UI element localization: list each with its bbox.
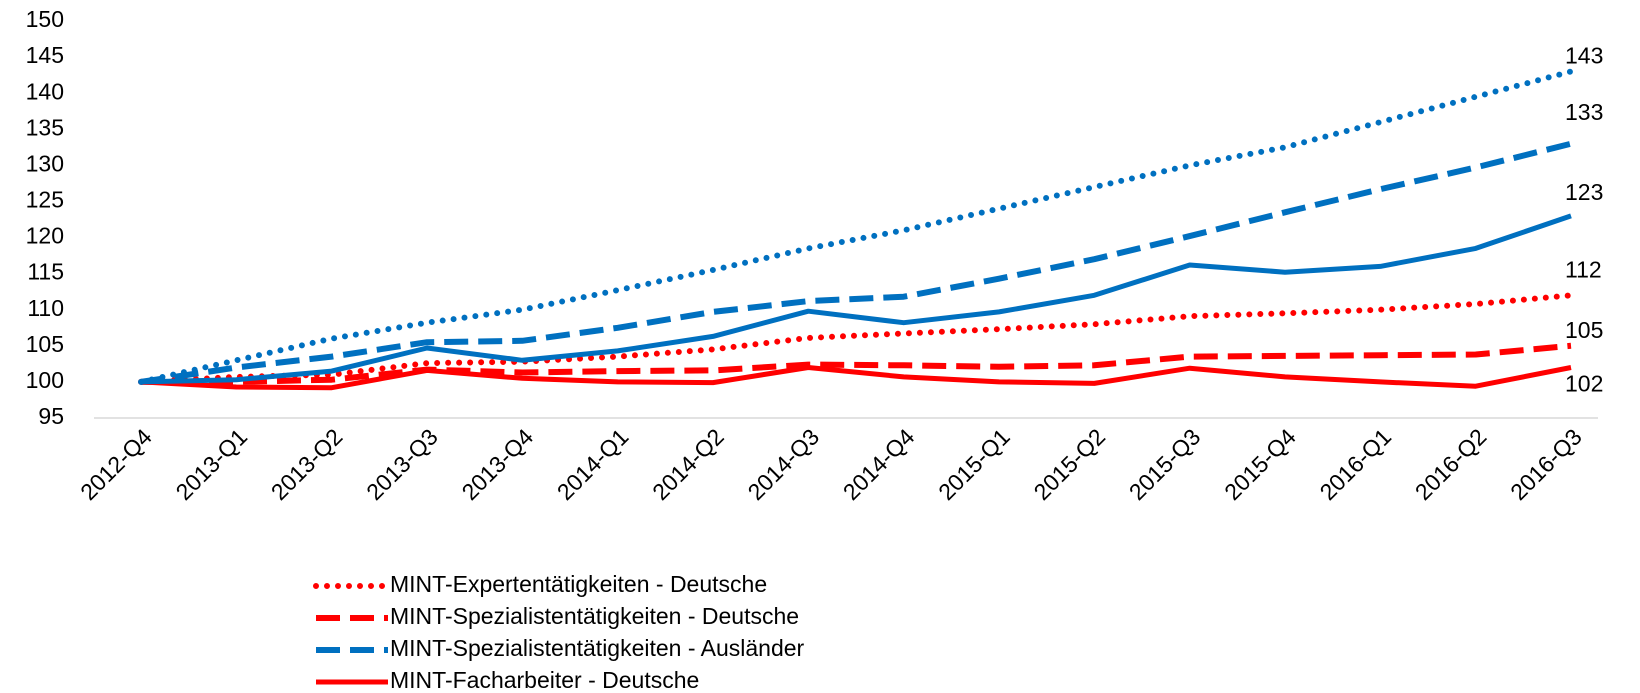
x-tick-label: 2014-Q2 [647, 423, 729, 505]
end-label: 112 [1565, 256, 1602, 282]
x-tick-label: 2015-Q1 [933, 423, 1015, 505]
x-tick-label: 2013-Q4 [456, 423, 538, 505]
x-tick-label: 2015-Q4 [1219, 423, 1301, 505]
x-tick-label: 2016-Q2 [1410, 423, 1492, 505]
y-tick-label: 125 [26, 187, 64, 213]
series-line [138, 292, 1574, 385]
y-tick-label: 115 [27, 259, 64, 285]
y-tick-label: 150 [26, 6, 64, 32]
legend-label: MINT-Expertentätigkeiten - Deutsche [390, 571, 767, 597]
series-line [140, 140, 1572, 385]
x-tick-label: 2013-Q1 [170, 423, 252, 505]
y-tick-label: 100 [26, 367, 64, 393]
end-label: 102 [1565, 371, 1603, 397]
y-tick-label: 110 [27, 295, 64, 321]
legend-label: MINT-Spezialistentätigkeiten - Deutsche [390, 603, 799, 629]
y-tick-label: 140 [26, 78, 64, 104]
end-label: 105 [1565, 317, 1603, 343]
y-tick-label: 135 [26, 114, 64, 140]
x-tick-label: 2015-Q2 [1028, 423, 1110, 505]
series-line [140, 213, 1572, 385]
y-tick-label: 145 [26, 42, 64, 68]
x-tick-label: 2016-Q3 [1505, 423, 1587, 505]
end-label: 143 [1565, 43, 1603, 69]
legend-label: MINT-Spezialistentätigkeiten - Ausländer [390, 635, 805, 661]
x-tick-label: 2012-Q4 [75, 423, 157, 505]
y-tick-label: 95 [38, 403, 64, 429]
x-tick-label: 2014-Q1 [552, 423, 634, 505]
y-tick-label: 120 [26, 223, 64, 249]
y-tick-label: 105 [26, 331, 64, 357]
end-label: 133 [1565, 99, 1603, 125]
x-tick-label: 2015-Q3 [1124, 423, 1206, 505]
x-tick-label: 2014-Q4 [838, 423, 920, 505]
x-tick-label: 2014-Q3 [742, 423, 824, 505]
y-tick-label: 130 [26, 150, 64, 176]
series-line [140, 365, 1572, 391]
x-tick-label: 2016-Q1 [1314, 423, 1396, 505]
x-tick-label: 2013-Q2 [266, 423, 348, 505]
legend-label: MINT-Facharbeiter - Deutsche [390, 667, 699, 693]
x-tick-label: 2013-Q3 [361, 423, 443, 505]
series-line [138, 68, 1574, 385]
end-label: 123 [1565, 179, 1603, 205]
series-line [141, 342, 1572, 385]
